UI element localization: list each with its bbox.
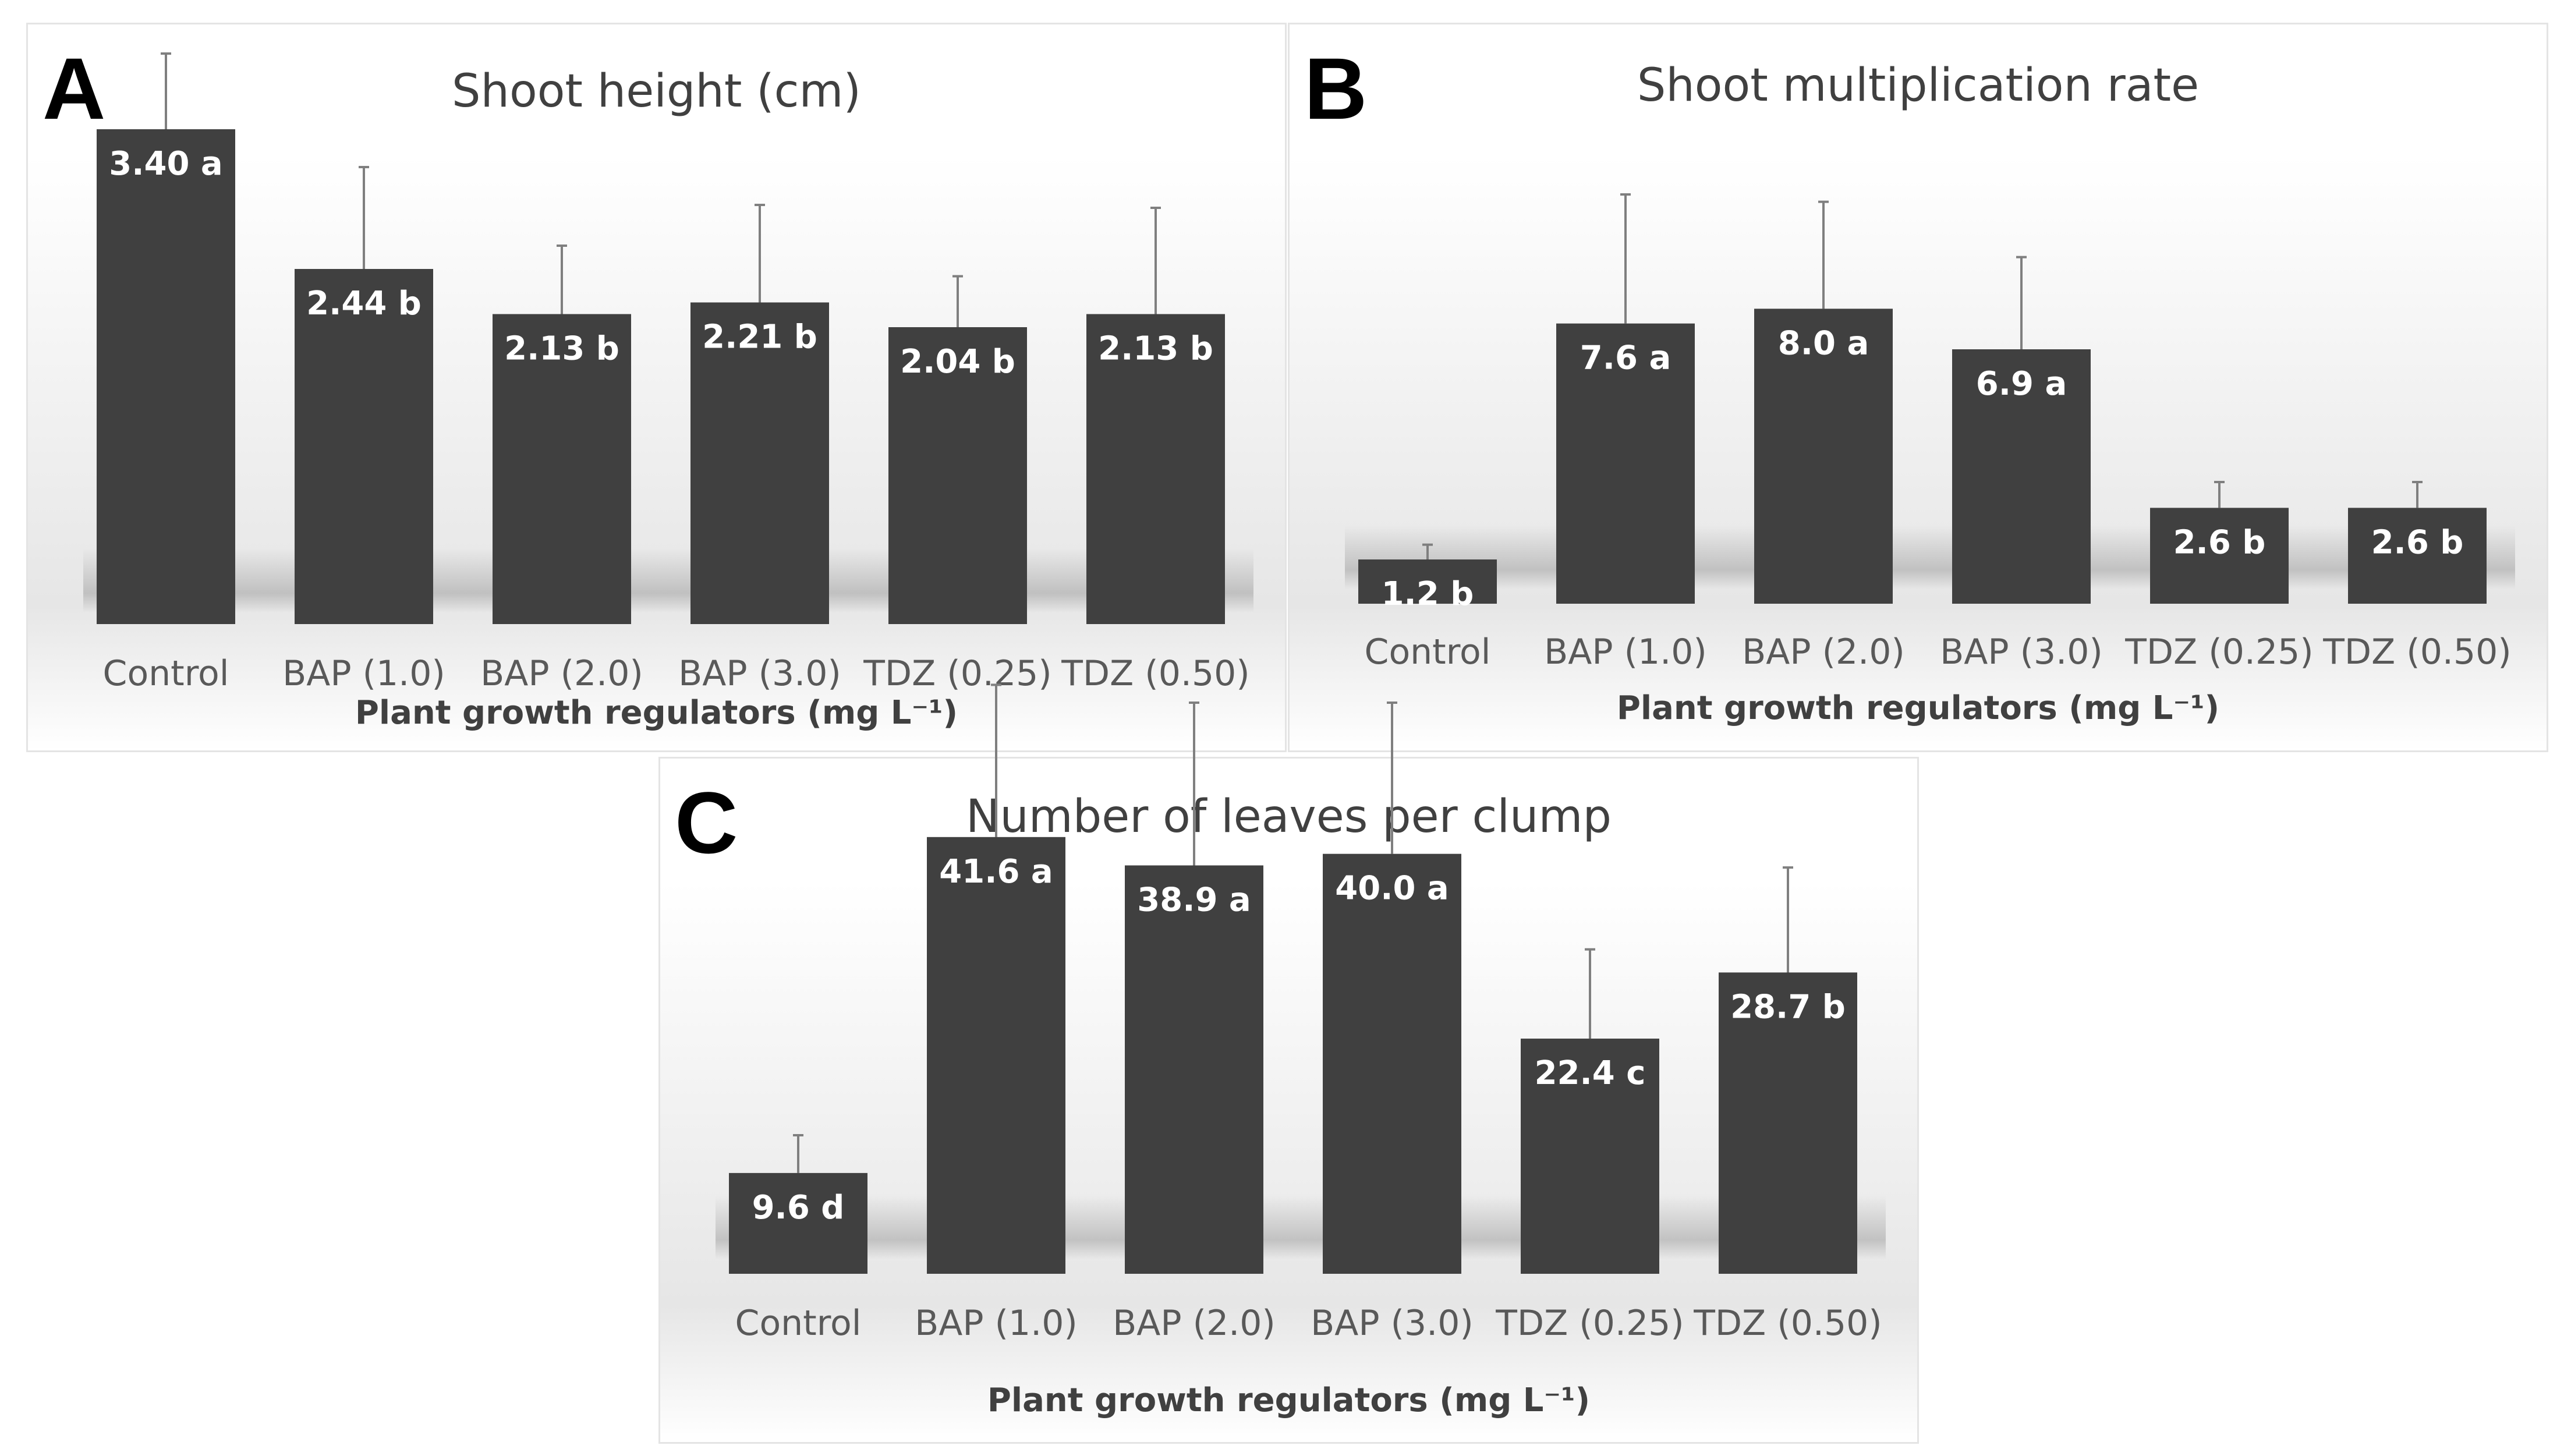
x-tick-label-b-0: Control bbox=[1365, 632, 1491, 672]
panel-letter-b: B bbox=[1304, 40, 1368, 137]
bar-a-5 bbox=[1086, 314, 1225, 624]
data-label-b-5: 2.6 b bbox=[2371, 523, 2464, 561]
data-label-b-0: 1.2 b bbox=[1382, 575, 1474, 613]
chart-title-a: Shoot height (cm) bbox=[452, 65, 861, 118]
bar-b-3 bbox=[1952, 349, 2091, 604]
x-tick-label-b-2: BAP (2.0) bbox=[1742, 632, 1905, 672]
x-tick-label-c-1: BAP (1.0) bbox=[915, 1303, 1078, 1344]
data-label-b-3: 6.9 a bbox=[1976, 365, 2067, 403]
x-tick-label-a-2: BAP (2.0) bbox=[480, 653, 643, 694]
panel-letter-c: C bbox=[675, 774, 738, 872]
floor-shadow-a bbox=[83, 548, 1253, 612]
bar-b-0 bbox=[1358, 559, 1497, 604]
x-tick-label-b-4: TDZ (0.25) bbox=[2124, 632, 2313, 672]
x-tick-label-c-0: Control bbox=[735, 1303, 862, 1344]
bar-c-0 bbox=[729, 1172, 867, 1274]
chart-panel-c: C Number of leaves per clump 9.6 d Contro… bbox=[658, 683, 1919, 1444]
bar-b-4 bbox=[2150, 508, 2289, 604]
x-tick-label-a-5: TDZ (0.50) bbox=[1061, 653, 1249, 694]
data-label-b-4: 2.6 b bbox=[2173, 523, 2266, 561]
x-tick-label-a-3: BAP (3.0) bbox=[678, 653, 841, 694]
bar-c-4 bbox=[1521, 1039, 1659, 1274]
data-label-c-4: 22.4 c bbox=[1535, 1054, 1646, 1092]
x-axis-title-c: Plant growth regulators (mg L⁻¹) bbox=[987, 1381, 1591, 1419]
x-axis-title-a: Plant growth regulators (mg L⁻¹) bbox=[355, 694, 958, 732]
data-label-b-1: 7.6 a bbox=[1580, 339, 1671, 377]
bar-c-5 bbox=[1719, 972, 1857, 1274]
x-tick-label-c-3: BAP (3.0) bbox=[1311, 1303, 1474, 1344]
data-label-a-4: 2.04 b bbox=[900, 343, 1015, 381]
bar-b-2 bbox=[1754, 309, 1893, 604]
data-label-c-3: 40.0 a bbox=[1335, 870, 1449, 908]
floor-shadow-b bbox=[1345, 525, 2515, 589]
plot-area-b: 1.2 b Control 7.6 a BAP (1.0) 8.0 a BAP (2.0)… bbox=[1358, 193, 2512, 672]
bar-b-1 bbox=[1556, 323, 1695, 604]
data-label-a-1: 2.44 b bbox=[306, 285, 422, 323]
plot-area-a: 3.40 a Control 2.44 b BAP (1.0) 2.13 b BAP (2… bbox=[97, 52, 1250, 694]
x-tick-label-a-4: TDZ (0.25) bbox=[863, 653, 1051, 694]
plot-area-c: 9.6 d Control 41.6 a BAP (1.0) 38.9 a BAP (2.… bbox=[729, 683, 1882, 1344]
x-tick-label-a-0: Control bbox=[103, 653, 229, 694]
data-label-c-1: 41.6 a bbox=[939, 853, 1053, 891]
bar-b-5 bbox=[2348, 508, 2487, 604]
bar-c-2 bbox=[1125, 865, 1263, 1274]
data-label-a-3: 2.21 b bbox=[702, 318, 817, 356]
bar-a-2 bbox=[493, 314, 631, 624]
chart-panel-a: A Shoot height (cm) 3.40 a Control 2.44 b B… bbox=[26, 23, 1287, 752]
bar-a-3 bbox=[690, 302, 829, 624]
x-tick-label-b-3: BAP (3.0) bbox=[1940, 632, 2103, 672]
x-tick-label-c-4: TDZ (0.25) bbox=[1495, 1303, 1684, 1344]
bar-c-1 bbox=[927, 837, 1065, 1274]
x-tick-label-c-2: BAP (2.0) bbox=[1113, 1303, 1276, 1344]
floor-shadow-c bbox=[716, 1195, 1886, 1259]
data-label-c-2: 38.9 a bbox=[1137, 881, 1251, 919]
bar-a-4 bbox=[888, 327, 1027, 624]
data-label-a-0: 3.40 a bbox=[109, 145, 222, 183]
data-label-c-5: 28.7 b bbox=[1730, 988, 1846, 1026]
x-tick-label-c-5: TDZ (0.50) bbox=[1693, 1303, 1882, 1344]
data-label-a-2: 2.13 b bbox=[504, 330, 619, 368]
data-label-b-2: 8.0 a bbox=[1778, 324, 1869, 362]
x-tick-label-b-5: TDZ (0.50) bbox=[2322, 632, 2511, 672]
panel-letter-a: A bbox=[43, 40, 106, 137]
data-label-c-0: 9.6 d bbox=[752, 1189, 845, 1227]
x-axis-title-b: Plant growth regulators (mg L⁻¹) bbox=[1616, 689, 2220, 727]
bar-a-0 bbox=[97, 129, 235, 624]
x-tick-label-b-1: BAP (1.0) bbox=[1544, 632, 1707, 672]
chart-title-c: Number of leaves per clump bbox=[966, 791, 1612, 843]
bar-c-3 bbox=[1323, 853, 1461, 1274]
chart-title-b: Shoot multiplication rate bbox=[1637, 59, 2200, 112]
bar-a-1 bbox=[295, 269, 433, 624]
data-label-a-5: 2.13 b bbox=[1098, 330, 1213, 368]
chart-panel-b: B Shoot multiplication rate 1.2 b Control… bbox=[1288, 23, 2548, 752]
x-tick-label-a-1: BAP (1.0) bbox=[282, 653, 445, 694]
